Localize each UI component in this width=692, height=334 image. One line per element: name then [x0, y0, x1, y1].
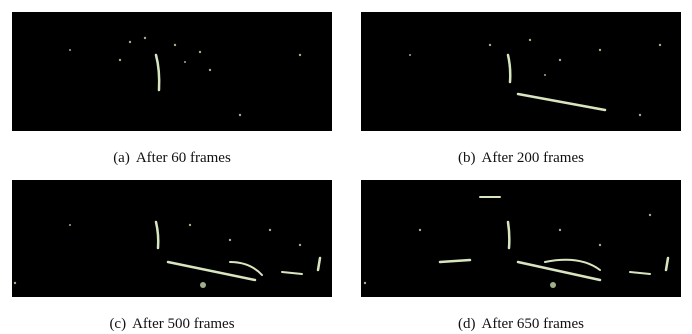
caption-text: After 500 frames [132, 316, 235, 332]
caption-text: After 650 frames [482, 316, 585, 332]
subfigure-caption: (c) After 500 frames [109, 316, 234, 332]
subfigure-label: (b) [458, 150, 476, 166]
subfigure-label: (d) [458, 316, 476, 332]
figure: (a) After 60 frames (b) After 200 frames (… [0, 0, 692, 334]
subfigure-image [361, 180, 681, 297]
subfigure-label: (a) [113, 150, 130, 166]
subfigure-caption: (b) After 200 frames [458, 150, 584, 166]
subfigure-image [361, 12, 681, 131]
subfigure-caption: (a) After 60 frames [113, 150, 231, 166]
subfigure-image [12, 180, 332, 297]
caption-text: After 200 frames [482, 150, 585, 166]
subfigure-label: (c) [109, 316, 126, 332]
subfigure-image [12, 12, 332, 131]
subfigure-caption: (d) After 650 frames [458, 316, 584, 332]
caption-text: After 60 frames [136, 150, 231, 166]
